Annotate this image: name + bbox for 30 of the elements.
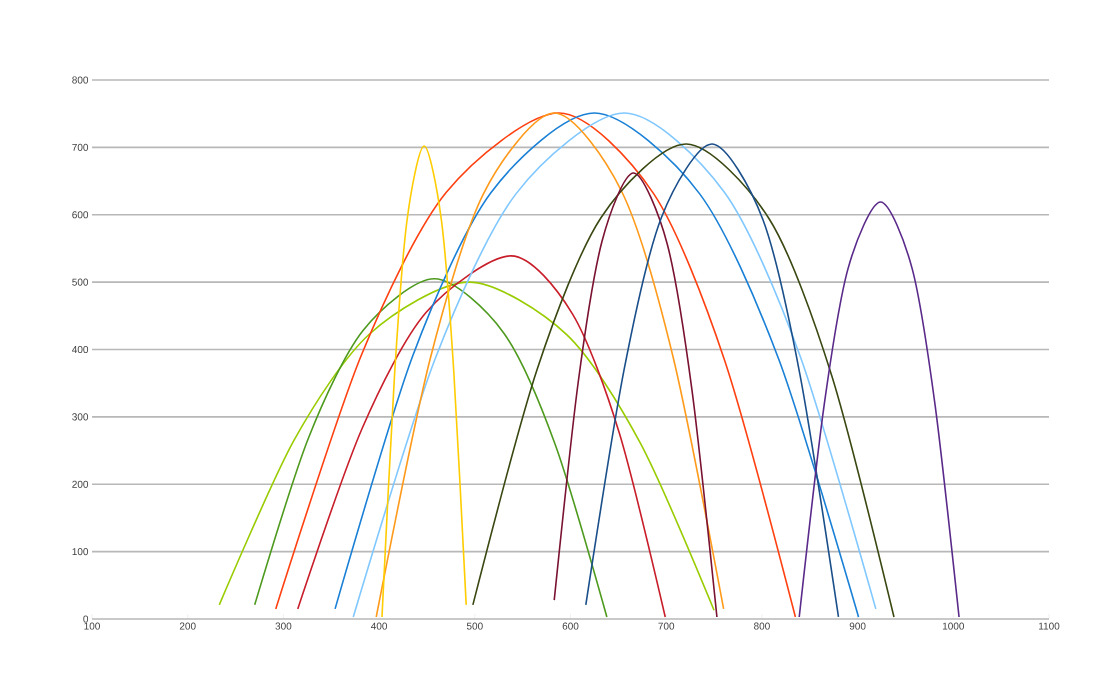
line-series	[296, 255, 667, 618]
y-tick-label: 500	[72, 278, 89, 286]
line-series	[798, 201, 960, 618]
y-tick-label: 0	[83, 615, 89, 623]
line-series	[253, 277, 608, 618]
y-tick-label: 400	[72, 345, 89, 354]
x-tick-label: 800	[754, 622, 770, 630]
y-tick-label: 100	[72, 548, 89, 556]
line-series	[472, 143, 895, 618]
x-tick-label: 600	[562, 622, 579, 630]
y-tick-label: 300	[72, 413, 89, 421]
y-tick-label: 700	[72, 143, 89, 151]
line-series	[274, 112, 797, 618]
x-tick-label: 700	[658, 622, 675, 630]
x-tick-label: 200	[179, 622, 196, 630]
x-tick-label: 1100	[1039, 622, 1060, 630]
x-tick-label: 900	[849, 622, 866, 630]
x-tick-label: 400	[371, 622, 388, 630]
x-tick-label: 300	[275, 622, 292, 630]
y-tick-label: 200	[72, 480, 89, 488]
line-series	[218, 281, 715, 612]
line-series	[553, 172, 718, 618]
y-tick-label: 600	[72, 211, 89, 219]
line-series	[585, 143, 840, 618]
y-tick-label: 800	[72, 76, 89, 84]
x-tick-label: 1000	[942, 622, 965, 630]
line-series	[381, 145, 467, 618]
x-tick-label: 100	[84, 622, 100, 630]
line-series	[375, 112, 725, 618]
x-tick-label: 500	[466, 622, 483, 630]
